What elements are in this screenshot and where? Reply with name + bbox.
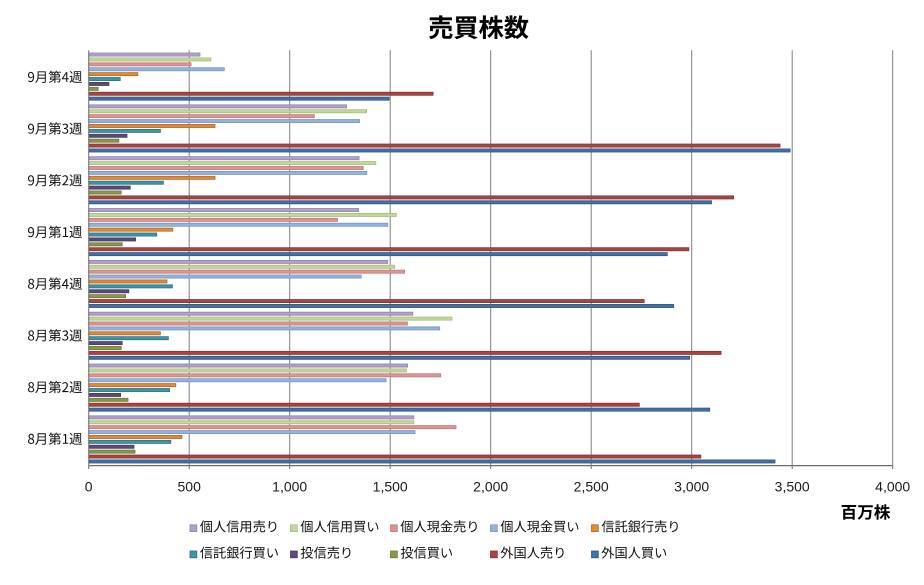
- svg-text:1,500: 1,500: [373, 479, 408, 495]
- svg-text:2,500: 2,500: [574, 479, 609, 495]
- svg-text:3,000: 3,000: [674, 479, 709, 495]
- svg-text:3,500: 3,500: [775, 479, 810, 495]
- svg-text:0: 0: [85, 479, 93, 495]
- svg-text:1,000: 1,000: [272, 479, 307, 495]
- svg-text:500: 500: [178, 479, 202, 495]
- svg-text:4,000: 4,000: [875, 479, 910, 495]
- svg-text:2,000: 2,000: [473, 479, 508, 495]
